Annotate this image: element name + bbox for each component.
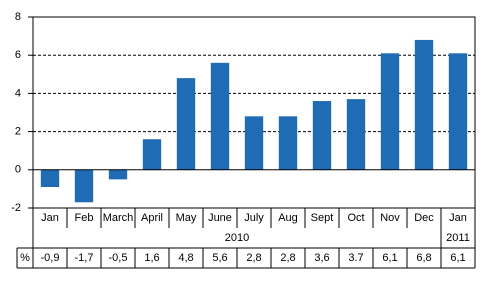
row-label: % — [20, 252, 30, 264]
value-label: 2,8 — [246, 252, 261, 264]
bar — [176, 78, 196, 170]
x-tick-label: Jan — [449, 212, 467, 224]
x-tick-label: April — [141, 212, 163, 224]
value-label: 6,8 — [416, 252, 431, 264]
x-tick-label: March — [103, 212, 134, 224]
x-tick-label: Dec — [414, 212, 434, 224]
bar — [414, 39, 434, 170]
y-tick-label: -2 — [11, 202, 21, 214]
value-label: -0,5 — [109, 252, 128, 264]
y-tick-label: 2 — [15, 126, 21, 138]
x-tick-label: May — [176, 212, 197, 224]
bar — [312, 101, 332, 170]
value-label: 4,8 — [178, 252, 193, 264]
bar — [346, 99, 366, 170]
value-label: 6,1 — [450, 252, 465, 264]
y-tick-label: 6 — [15, 49, 21, 61]
bar — [244, 116, 264, 170]
x-tick-label: Nov — [380, 212, 400, 224]
value-label: -1,7 — [75, 252, 94, 264]
value-label: 3.7 — [348, 252, 363, 264]
bar — [210, 62, 230, 170]
x-tick-label: Feb — [75, 212, 94, 224]
y-tick-label: 8 — [15, 11, 21, 23]
bar — [448, 53, 468, 170]
x-tick-label: Aug — [278, 212, 298, 224]
group-label: 2010 — [225, 232, 249, 244]
bar — [142, 139, 162, 170]
bar — [40, 169, 60, 187]
x-tick-label: Oct — [347, 212, 364, 224]
x-tick-label: Jan — [41, 212, 59, 224]
x-tick-label: Sept — [311, 212, 334, 224]
group-label: 2011 — [446, 232, 470, 244]
value-label: 3,6 — [314, 252, 329, 264]
bar — [74, 169, 94, 203]
bar — [108, 169, 128, 180]
value-label: -0,9 — [41, 252, 60, 264]
y-tick-label: 4 — [15, 87, 21, 99]
value-label: 5,6 — [212, 252, 227, 264]
y-tick-label: 0 — [15, 164, 21, 176]
plot-frame — [32, 16, 476, 209]
bar — [380, 53, 400, 170]
x-tick-label: July — [244, 212, 264, 224]
value-label: 2,8 — [280, 252, 295, 264]
value-label: 6,1 — [382, 252, 397, 264]
value-label: 1,6 — [144, 252, 159, 264]
bar — [278, 116, 298, 170]
x-tick-label: June — [208, 212, 232, 224]
